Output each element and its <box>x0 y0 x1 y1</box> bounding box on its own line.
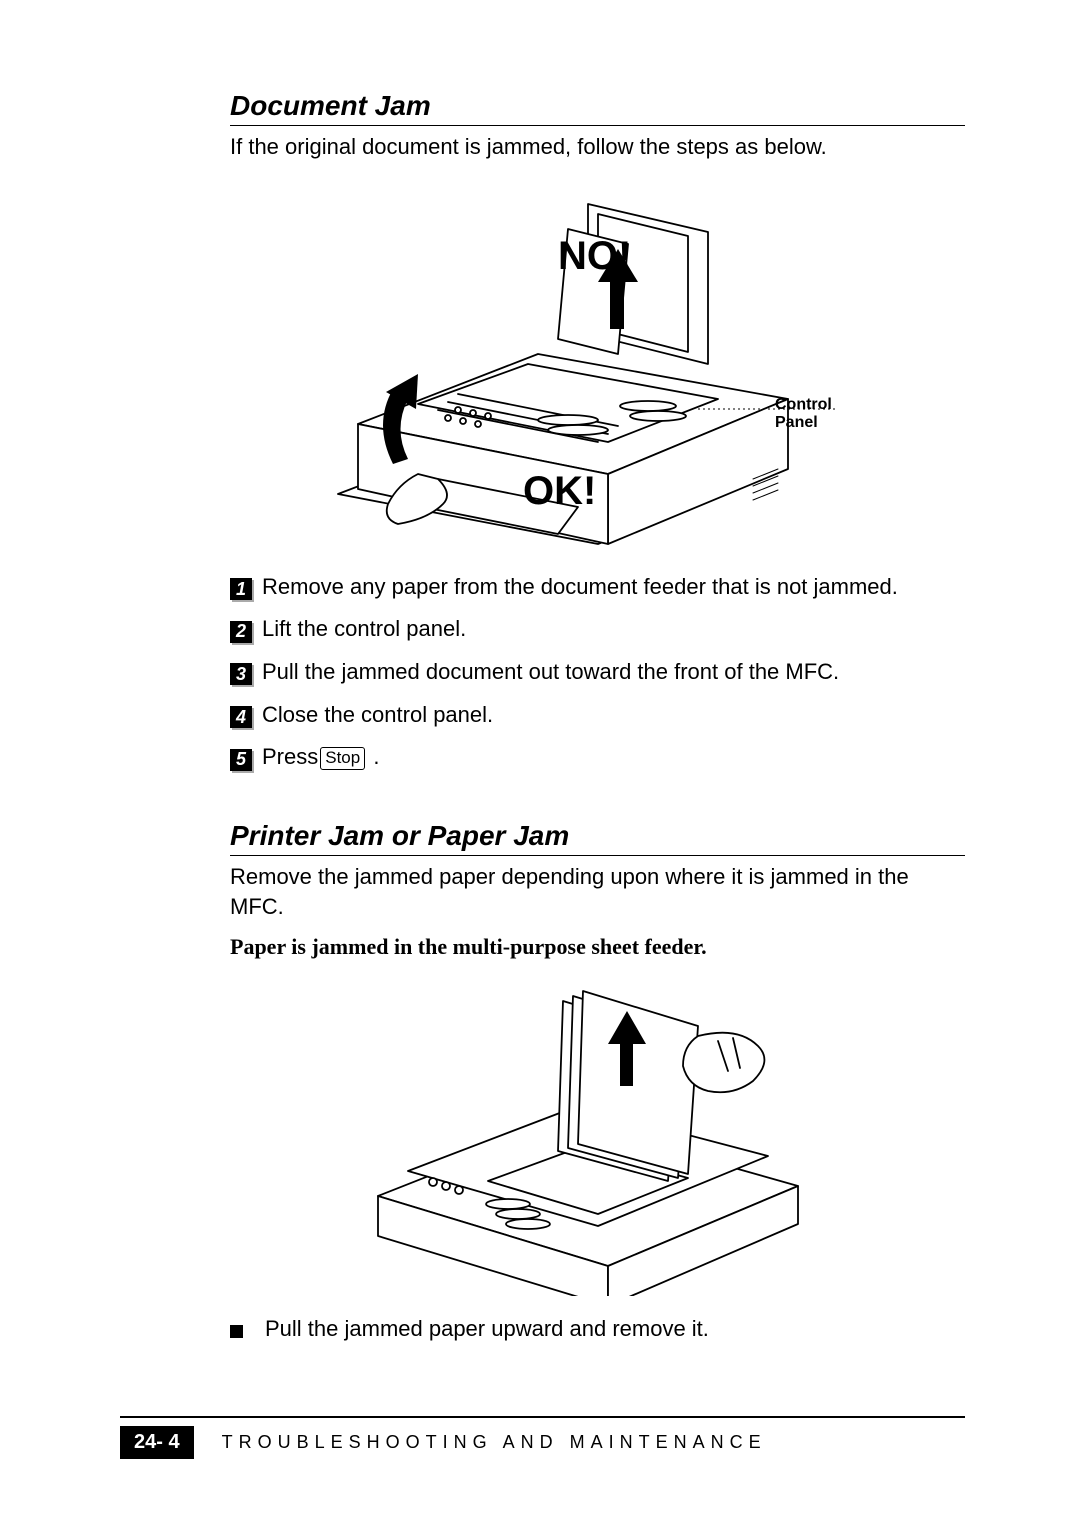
bullet-text: Pull the jammed paper upward and remove … <box>265 1314 709 1344</box>
diagram-callout-control-panel: Control Panel <box>775 396 832 433</box>
footer-chapter-title: TROUBLESHOOTING AND MAINTENANCE <box>222 1432 767 1453</box>
bullet-item: Pull the jammed paper upward and remove … <box>230 1314 965 1344</box>
manual-page: Document Jam If the original document is… <box>0 0 1080 1519</box>
step-number-icon: 4 <box>230 706 252 728</box>
diagram-no-label: NO! <box>558 234 631 278</box>
section-document-jam: Document Jam If the original document is… <box>230 90 965 772</box>
step-number-icon: 1 <box>230 578 252 600</box>
diagram-document-jam: NO! OK! Control Panel <box>230 174 965 554</box>
step-1: 1 Remove any paper from the document fee… <box>230 572 965 602</box>
callout-line2: Panel <box>775 414 818 431</box>
step-text: Pull the jammed document out toward the … <box>262 657 965 687</box>
subheading-sheet-feeder: Paper is jammed in the multi-purpose she… <box>230 934 965 960</box>
diagram-printer-jam <box>230 966 965 1296</box>
step-3: 3 Pull the jammed document out toward th… <box>230 657 965 687</box>
intro-printer-jam: Remove the jammed paper depending upon w… <box>230 862 965 921</box>
step-4: 4 Close the control panel. <box>230 700 965 730</box>
heading-printer-jam: Printer Jam or Paper Jam <box>230 820 965 856</box>
callout-line1: Control <box>775 396 832 413</box>
step-5: 5 PressStop . <box>230 742 965 772</box>
steps-document-jam: 1 Remove any paper from the document fee… <box>230 572 965 772</box>
step-text: PressStop . <box>262 742 965 772</box>
bullet-list-printer-jam: Pull the jammed paper upward and remove … <box>230 1314 965 1344</box>
step-text: Lift the control panel. <box>262 614 965 644</box>
step-2: 2 Lift the control panel. <box>230 614 965 644</box>
step5-prefix: Press <box>262 744 318 769</box>
heading-document-jam: Document Jam <box>230 90 965 126</box>
step-text: Close the control panel. <box>262 700 965 730</box>
step-text: Remove any paper from the document feede… <box>262 572 965 602</box>
page-footer: 24- 4 TROUBLESHOOTING AND MAINTENANCE <box>120 1416 965 1459</box>
step-number-icon: 3 <box>230 663 252 685</box>
stop-key-icon: Stop <box>320 747 365 769</box>
page-number: 24- 4 <box>120 1426 194 1459</box>
step-number-icon: 2 <box>230 621 252 643</box>
intro-document-jam: If the original document is jammed, foll… <box>230 132 965 162</box>
section-printer-jam: Printer Jam or Paper Jam Remove the jamm… <box>230 820 965 1343</box>
square-bullet-icon <box>230 1325 243 1338</box>
diagram-ok-label: OK! <box>523 469 596 513</box>
step-number-icon: 5 <box>230 749 252 771</box>
